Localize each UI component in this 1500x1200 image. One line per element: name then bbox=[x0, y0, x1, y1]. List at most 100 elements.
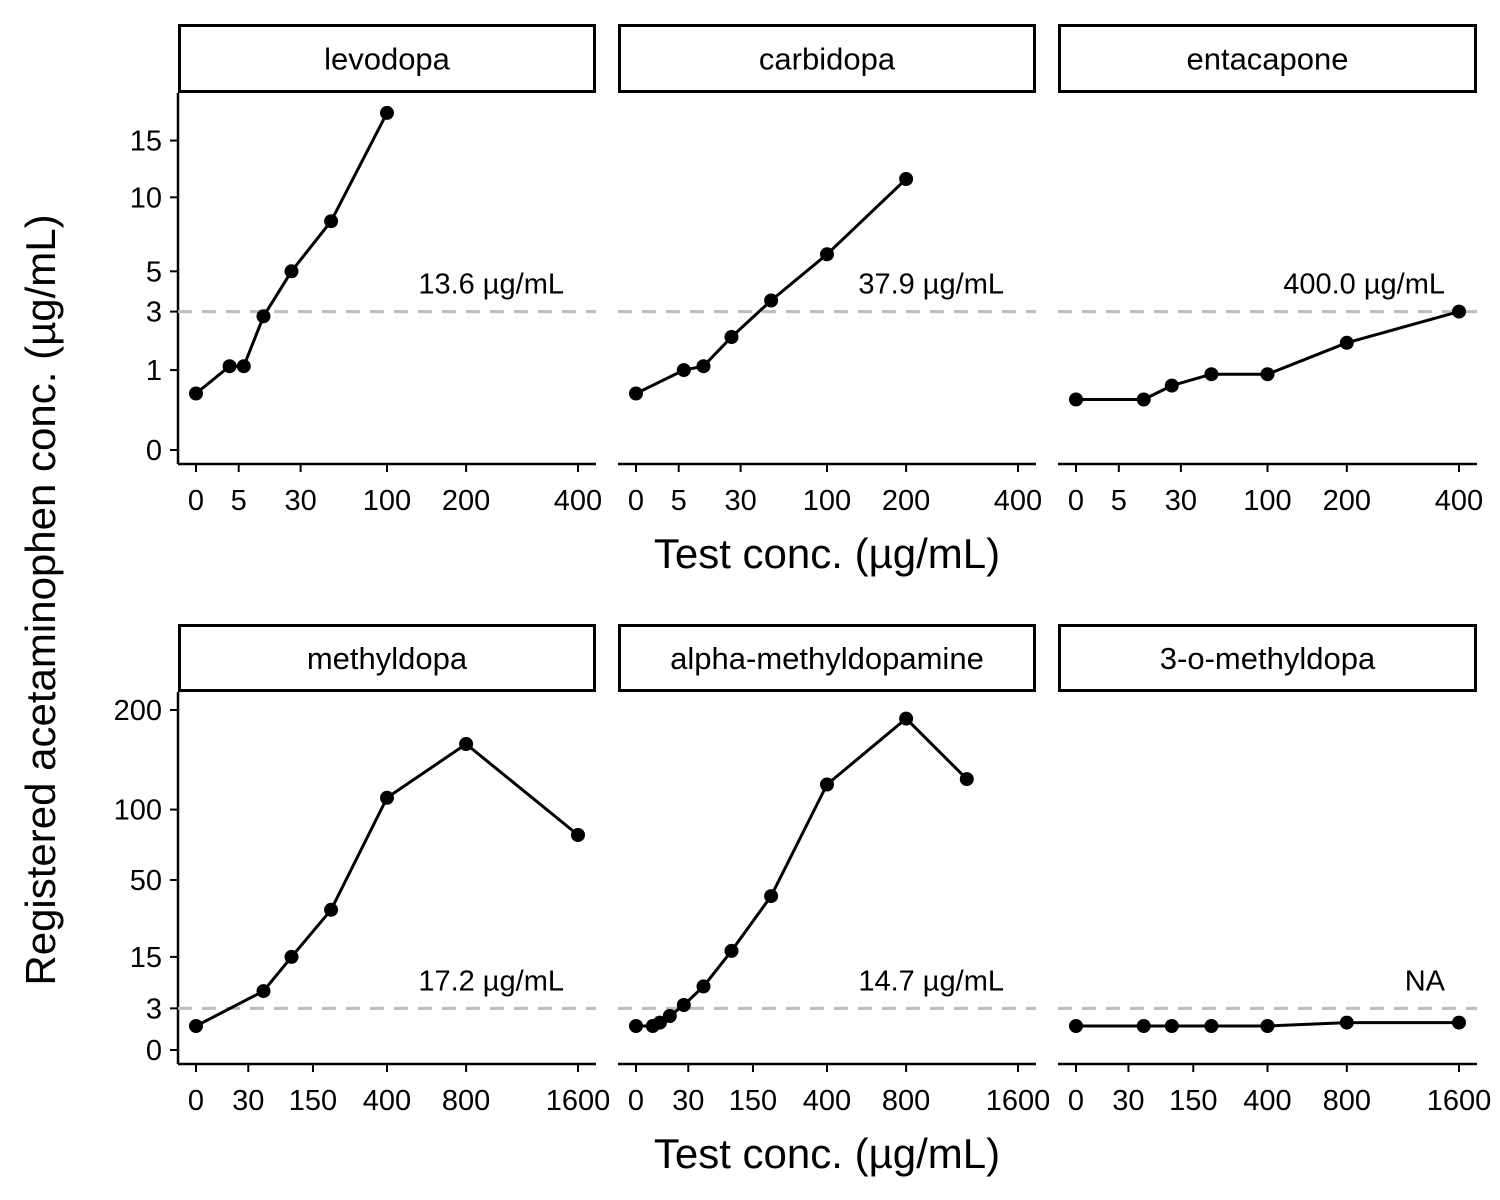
panel-3: methyldopa 0 3 15 50 100 200 0 30 150 400 800 1600 17… bbox=[114, 624, 611, 1117]
x-tick-label: 0 bbox=[628, 1085, 644, 1117]
data-point bbox=[676, 363, 691, 378]
data-point bbox=[764, 293, 779, 308]
x-tick-label: 800 bbox=[1323, 1085, 1371, 1117]
panel-2: entacapone 0 5 30 100 200 400 400.0 µg/mL bbox=[1058, 24, 1483, 517]
data-point bbox=[1260, 1019, 1275, 1033]
x-tick-label: 0 bbox=[1068, 1085, 1084, 1117]
y-tick-label: 1 bbox=[146, 355, 162, 387]
data-point bbox=[1339, 335, 1354, 350]
x-tick-label: 1600 bbox=[546, 1085, 611, 1117]
data-point bbox=[1204, 367, 1219, 382]
x-tick-label: 200 bbox=[442, 485, 490, 517]
facet-strip-label: 3-o-methyldopa bbox=[1160, 641, 1376, 676]
data-point bbox=[899, 711, 914, 726]
y-axis-title: Registered acetaminophen conc. (µg/mL) bbox=[17, 214, 64, 985]
data-point bbox=[1069, 1019, 1083, 1033]
x-tick-label: 0 bbox=[188, 1085, 204, 1117]
x-tick-label: 100 bbox=[803, 485, 851, 517]
threshold-annotation: 14.7 µg/mL bbox=[858, 965, 1004, 997]
x-tick-label: 1600 bbox=[986, 1085, 1051, 1117]
x-tick-label: 30 bbox=[672, 1085, 704, 1117]
data-point bbox=[676, 998, 691, 1012]
facet-strip bbox=[178, 24, 596, 93]
facet-strip-label: methyldopa bbox=[307, 641, 468, 676]
series-line bbox=[1076, 310, 1460, 401]
y-tick-label: 50 bbox=[130, 865, 162, 897]
x-tick-label: 400 bbox=[803, 1085, 851, 1117]
data-point bbox=[1452, 304, 1466, 319]
x-tick-label: 400 bbox=[363, 1085, 411, 1117]
x-tick-label: 400 bbox=[1243, 1085, 1291, 1117]
x-tick-label: 0 bbox=[188, 485, 204, 517]
x-tick-label: 1600 bbox=[1427, 1085, 1492, 1117]
data-point bbox=[1136, 1019, 1151, 1033]
x-tick-label: 30 bbox=[1112, 1085, 1144, 1117]
data-point bbox=[380, 790, 394, 805]
data-point bbox=[724, 330, 739, 344]
x-tick-label: 150 bbox=[289, 1085, 337, 1117]
x-tick-label: 100 bbox=[363, 485, 411, 517]
data-point bbox=[820, 777, 834, 792]
x-tick-label: 30 bbox=[232, 1085, 264, 1117]
x-tick-label: 0 bbox=[628, 485, 644, 517]
x-axis-title-bottom-row: Test conc. (µg/mL) bbox=[654, 1130, 1000, 1177]
facet-strip bbox=[1058, 624, 1477, 692]
y-tick-label: 200 bbox=[114, 695, 162, 727]
y-tick-label: 10 bbox=[130, 182, 162, 214]
data-point bbox=[380, 105, 394, 120]
threshold-annotation: 17.2 µg/mL bbox=[418, 965, 564, 997]
series-line bbox=[195, 112, 389, 395]
threshold-annotation: NA bbox=[1405, 965, 1446, 997]
data-point bbox=[324, 902, 339, 917]
data-point bbox=[1204, 1019, 1219, 1033]
data-point bbox=[959, 772, 974, 787]
data-point bbox=[284, 264, 299, 279]
data-point bbox=[652, 1015, 667, 1030]
y-tick-label: 3 bbox=[146, 993, 162, 1025]
x-tick-label: 100 bbox=[1243, 485, 1291, 517]
data-point bbox=[1164, 1019, 1179, 1033]
x-tick-label: 5 bbox=[671, 485, 687, 517]
x-tick-label: 200 bbox=[882, 485, 930, 517]
threshold-annotation: 13.6 µg/mL bbox=[418, 269, 564, 301]
data-point bbox=[236, 359, 251, 374]
data-point bbox=[256, 984, 271, 999]
data-point bbox=[696, 979, 711, 994]
facet-strip bbox=[618, 624, 1036, 692]
x-tick-label: 30 bbox=[284, 485, 316, 517]
data-point bbox=[820, 247, 834, 262]
data-point bbox=[1164, 378, 1179, 393]
x-tick-label: 400 bbox=[994, 485, 1042, 517]
data-point bbox=[189, 1019, 203, 1033]
facet-strip-label: alpha-methyldopamine bbox=[670, 641, 984, 676]
facet-strip-label: levodopa bbox=[324, 42, 451, 77]
y-tick-label: 0 bbox=[146, 435, 162, 467]
data-point bbox=[764, 889, 779, 904]
data-point bbox=[324, 214, 339, 229]
data-point bbox=[1069, 392, 1083, 407]
x-tick-label: 200 bbox=[1323, 485, 1371, 517]
data-point bbox=[696, 359, 711, 374]
y-tick-label: 3 bbox=[146, 297, 162, 329]
data-point bbox=[1452, 1015, 1466, 1030]
y-tick-label: 0 bbox=[146, 1035, 162, 1067]
x-tick-label: 800 bbox=[882, 1085, 930, 1117]
data-point bbox=[899, 172, 914, 186]
data-point bbox=[1136, 392, 1151, 407]
data-point bbox=[222, 359, 237, 374]
y-tick-label: 15 bbox=[130, 126, 162, 158]
panel-1: carbidopa 0 5 30 100 200 400 37.9 µg/mL bbox=[618, 24, 1042, 517]
threshold-annotation: 37.9 µg/mL bbox=[858, 269, 1004, 301]
data-point bbox=[284, 949, 299, 964]
data-point bbox=[189, 386, 203, 401]
data-point bbox=[1339, 1015, 1354, 1030]
facet-strip bbox=[178, 624, 596, 692]
data-point bbox=[629, 1019, 643, 1033]
facet-strip bbox=[1058, 24, 1477, 93]
x-tick-label: 30 bbox=[724, 485, 756, 517]
panel-4: alpha-methyldopamine 0 30 150 400 800 1600 14.7… bbox=[618, 624, 1051, 1117]
x-tick-label: 5 bbox=[1111, 485, 1127, 517]
